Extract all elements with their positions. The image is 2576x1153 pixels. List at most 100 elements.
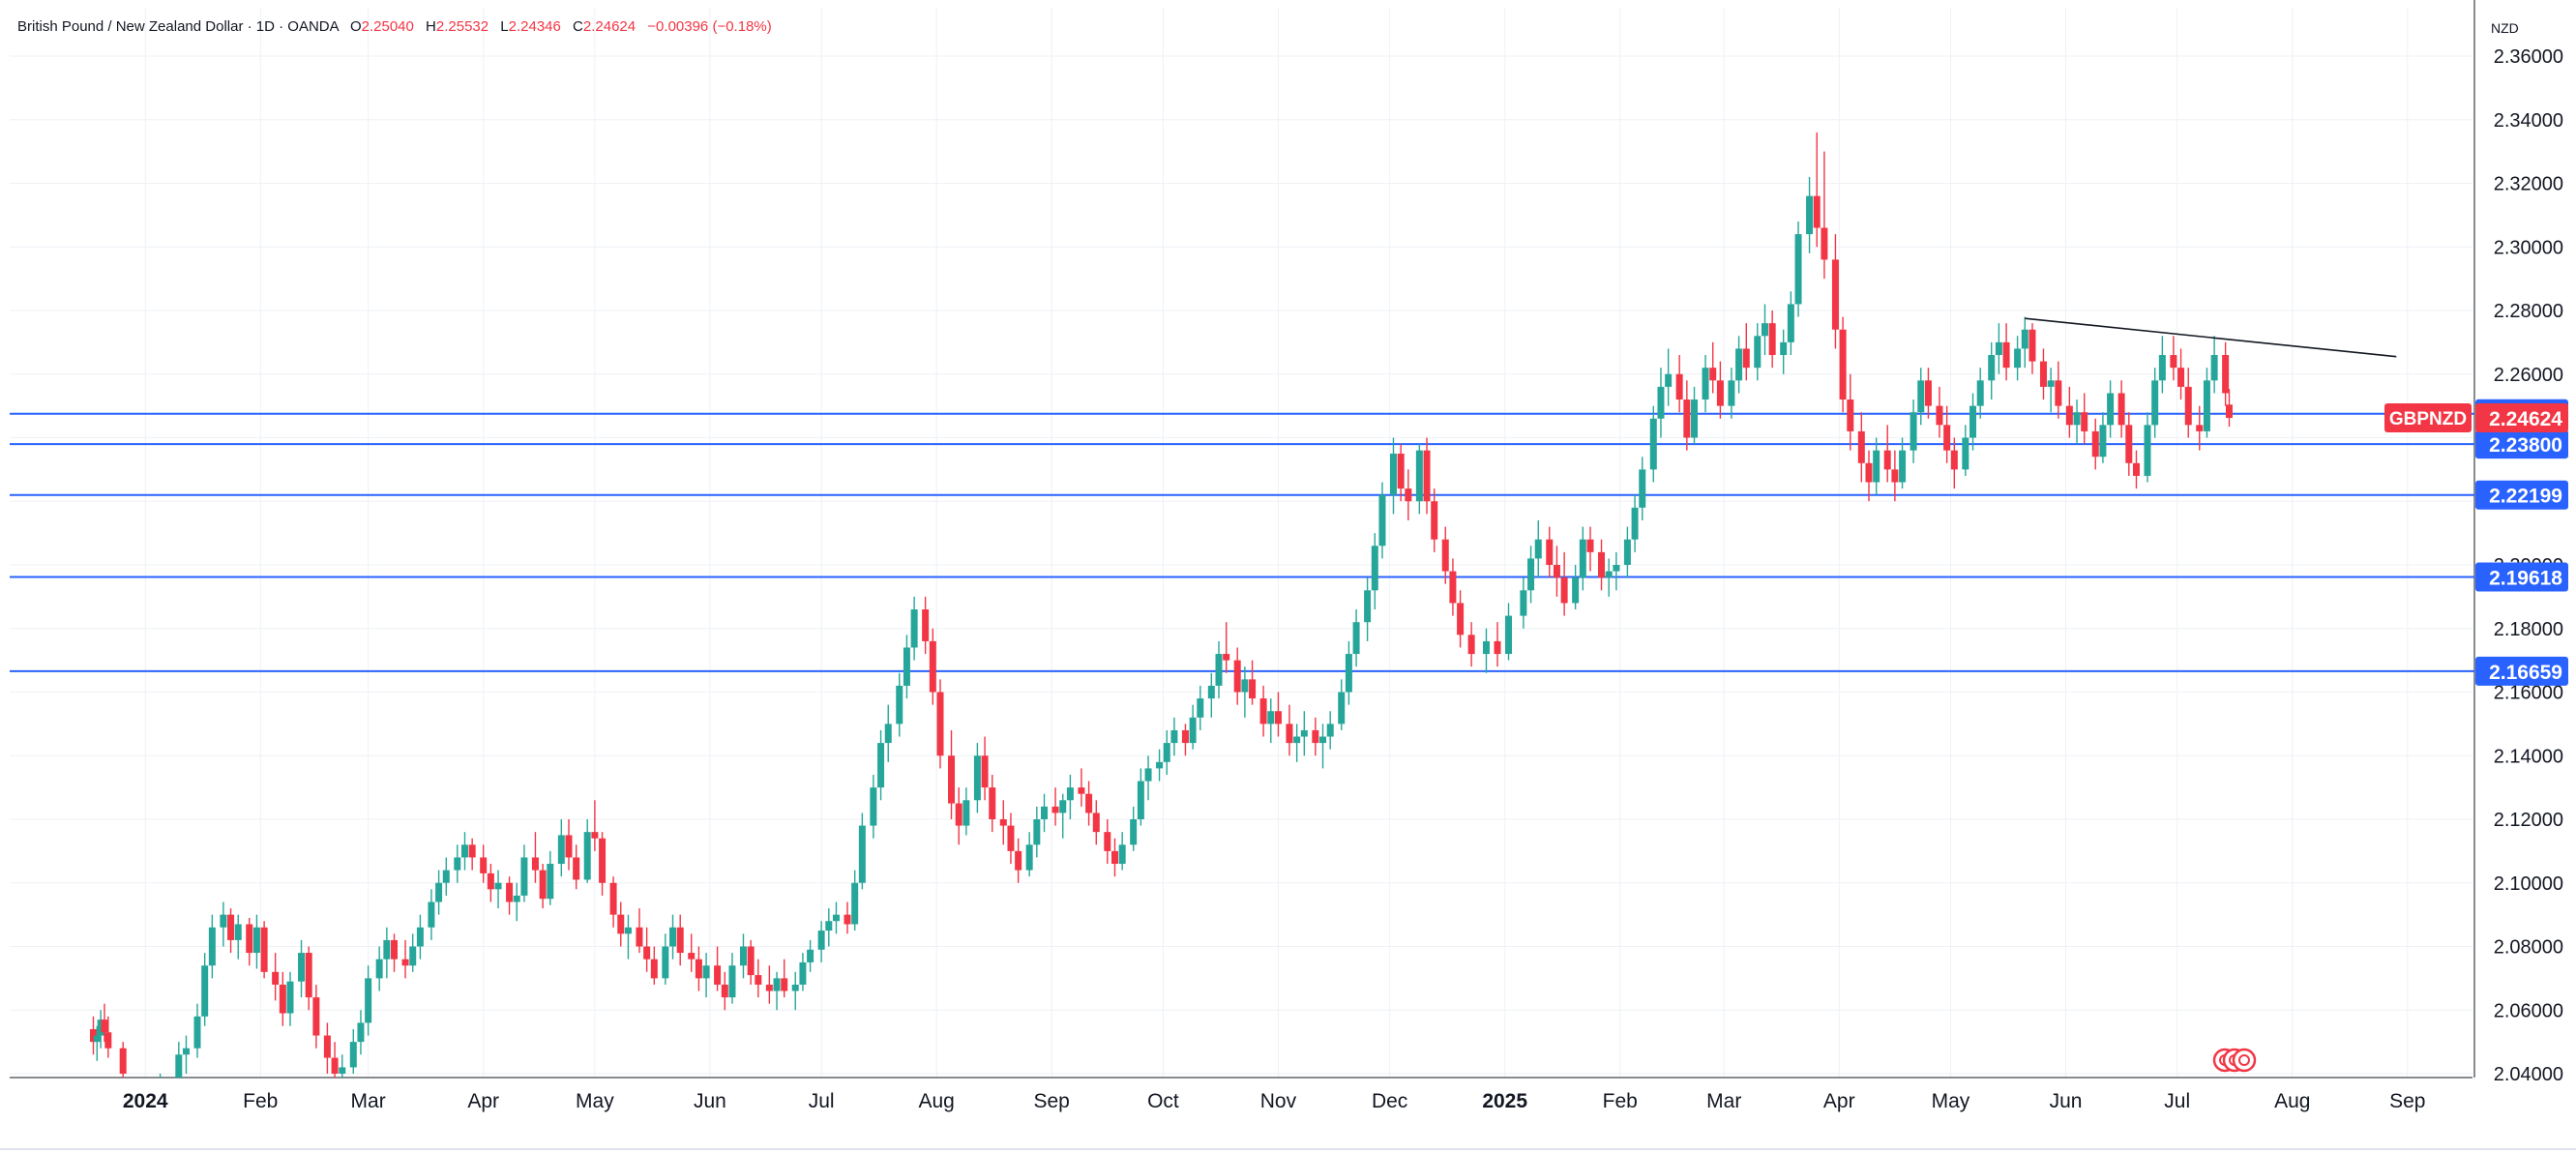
time-axis[interactable]: 2024 Feb Mar Apr May Jun Jul Aug Sep Oct Nov Dec 202…: [123, 1090, 2426, 1112]
candle: [1813, 132, 1821, 248]
candle-body: [884, 724, 892, 744]
candle-body: [1735, 348, 1743, 381]
current-price-label: 2.24624: [2489, 408, 2562, 430]
candle-body: [1560, 577, 1568, 604]
candle: [1163, 729, 1170, 775]
candle: [531, 832, 539, 883]
candle-body: [2107, 393, 2115, 426]
candle-body: [1865, 462, 1873, 483]
candle: [520, 844, 528, 902]
candle: [609, 876, 617, 928]
candle-body: [1405, 488, 1412, 502]
candle-body: [1649, 418, 1657, 470]
candle: [676, 914, 684, 966]
candle: [1546, 526, 1554, 578]
candle-body: [1962, 437, 1969, 470]
symbol-title[interactable]: British Pound / New Zealand Dollar · 1D …: [17, 18, 339, 35]
candle-body: [1371, 546, 1378, 591]
candle: [1241, 666, 1249, 718]
candle: [2028, 323, 2036, 374]
candle: [1976, 368, 1984, 419]
candle: [1223, 622, 1230, 673]
candle-body: [193, 1016, 201, 1049]
candle-body: [1520, 590, 1527, 616]
candle-body: [279, 984, 286, 1014]
candle: [948, 729, 956, 819]
candle-body: [1312, 729, 1319, 744]
candle: [1457, 590, 1465, 648]
candle: [1806, 176, 1814, 253]
candle-body: [688, 953, 696, 960]
candle: [910, 596, 918, 661]
candle: [1300, 711, 1308, 756]
symbol-legend: British Pound / New Zealand Dollar · 1D …: [17, 18, 772, 35]
candle-body: [1338, 692, 1346, 724]
candle-body: [2151, 380, 2159, 426]
price-axis[interactable]: 2.36000 2.34000 2.32000 2.30000 2.28000 2.260…: [2491, 20, 2563, 1085]
candle-body: [1494, 640, 1501, 655]
candle: [2047, 368, 2055, 413]
candle: [1623, 526, 1631, 578]
candle: [1899, 437, 1907, 489]
candle: [391, 933, 399, 972]
candle-body: [781, 978, 788, 991]
candle-body: [1170, 729, 1178, 744]
candle-body: [573, 857, 580, 880]
candle-body: [1144, 768, 1152, 782]
candle: [1482, 628, 1490, 673]
candle: [1371, 533, 1378, 610]
candle-body: [609, 882, 617, 915]
candle-group: [89, 132, 2233, 1078]
candle-body: [1059, 800, 1067, 813]
candle: [416, 914, 424, 960]
candle-body: [1207, 685, 1215, 699]
candle-body: [1104, 832, 1111, 851]
candle-body: [1691, 399, 1699, 438]
candle: [2073, 399, 2081, 445]
candle: [1924, 368, 1932, 419]
candle: [728, 953, 736, 1004]
candle-body: [1605, 571, 1613, 578]
level-price-label: 2.19618: [2489, 568, 2562, 590]
candle: [494, 870, 502, 909]
candle: [583, 819, 591, 883]
candle-body: [1754, 336, 1762, 369]
candle: [1962, 425, 1969, 476]
candle-body: [1345, 654, 1352, 693]
candle-body: [506, 882, 514, 902]
low-value: 2.24346: [508, 18, 561, 35]
candle: [1326, 711, 1334, 750]
candle: [877, 729, 885, 801]
candle-body: [93, 1035, 101, 1043]
candle-body: [1085, 793, 1093, 813]
candle-body: [2039, 361, 2047, 387]
candle: [93, 1025, 101, 1061]
candle: [1197, 685, 1204, 730]
candle-body: [2047, 380, 2055, 387]
candle-body: [1051, 806, 1059, 813]
candle: [468, 838, 476, 871]
candle: [357, 1010, 365, 1055]
candle-body: [1675, 373, 1683, 400]
candle-body: [2091, 430, 2099, 458]
candle-body: [851, 882, 859, 925]
candle: [182, 1035, 190, 1074]
candle: [1735, 336, 1743, 394]
candle: [1059, 793, 1067, 839]
candle-body: [1623, 539, 1631, 565]
candle-body: [1259, 698, 1267, 724]
candle-body: [487, 872, 494, 890]
candle-body: [1969, 405, 1977, 438]
candle-body: [539, 870, 547, 900]
candle: [487, 864, 494, 902]
candle: [688, 933, 696, 972]
candle: [323, 1022, 331, 1074]
candle-body: [557, 835, 565, 865]
candle: [781, 959, 788, 998]
candle-body: [999, 819, 1007, 826]
candle: [2055, 361, 2062, 419]
time-tick-label: May: [576, 1090, 614, 1112]
candle-body: [2055, 380, 2062, 406]
